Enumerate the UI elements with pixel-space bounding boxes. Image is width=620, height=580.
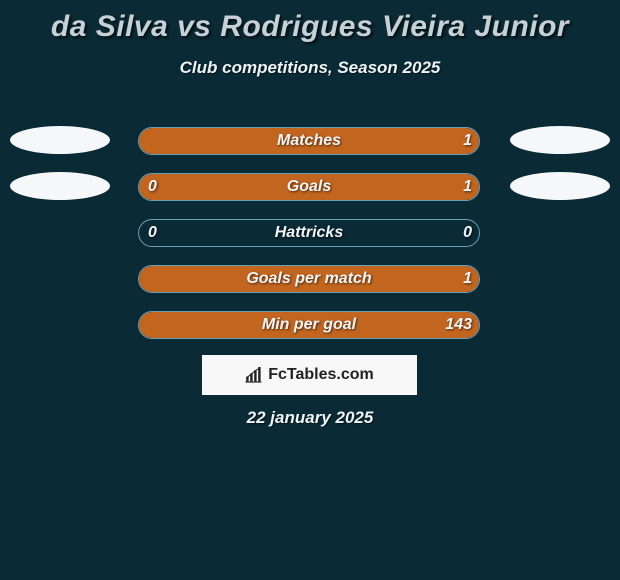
bar-track [138, 219, 480, 247]
stat-value-left: 0 [148, 219, 157, 247]
subtitle: Club competitions, Season 2025 [0, 58, 620, 78]
brand-text: FcTables.com [245, 366, 374, 384]
avatar-right [510, 172, 610, 200]
bar-track [138, 173, 480, 201]
stat-value-right: 143 [445, 311, 472, 339]
brand-badge: FcTables.com [202, 355, 417, 395]
date-label: 22 january 2025 [0, 408, 620, 428]
stat-row: Min per goal143 [0, 306, 620, 352]
brand-label: FcTables.com [268, 366, 374, 384]
stat-value-right: 1 [463, 127, 472, 155]
stat-value-right: 1 [463, 173, 472, 201]
bar-fill-right [200, 174, 479, 200]
avatar-left [10, 126, 110, 154]
avatar-right [510, 126, 610, 154]
bar-track [138, 311, 480, 339]
stat-value-left: 0 [148, 173, 157, 201]
bar-fill-right [139, 128, 479, 154]
bar-fill-right [139, 266, 479, 292]
avatar-left [10, 172, 110, 200]
bar-fill-right [139, 312, 479, 338]
page-title: da Silva vs Rodrigues Vieira Junior [0, 0, 620, 44]
stat-row: Goals01 [0, 168, 620, 214]
stat-row: Goals per match1 [0, 260, 620, 306]
stat-row: Matches1 [0, 122, 620, 168]
stat-row: Hattricks00 [0, 214, 620, 260]
bar-track [138, 127, 480, 155]
stat-value-right: 1 [463, 265, 472, 293]
bar-chart-icon [245, 367, 265, 383]
comparison-card: da Silva vs Rodrigues Vieira Junior Club… [0, 0, 620, 580]
stat-value-right: 0 [463, 219, 472, 247]
bar-track [138, 265, 480, 293]
stat-rows: Matches1Goals01Hattricks00Goals per matc… [0, 122, 620, 352]
